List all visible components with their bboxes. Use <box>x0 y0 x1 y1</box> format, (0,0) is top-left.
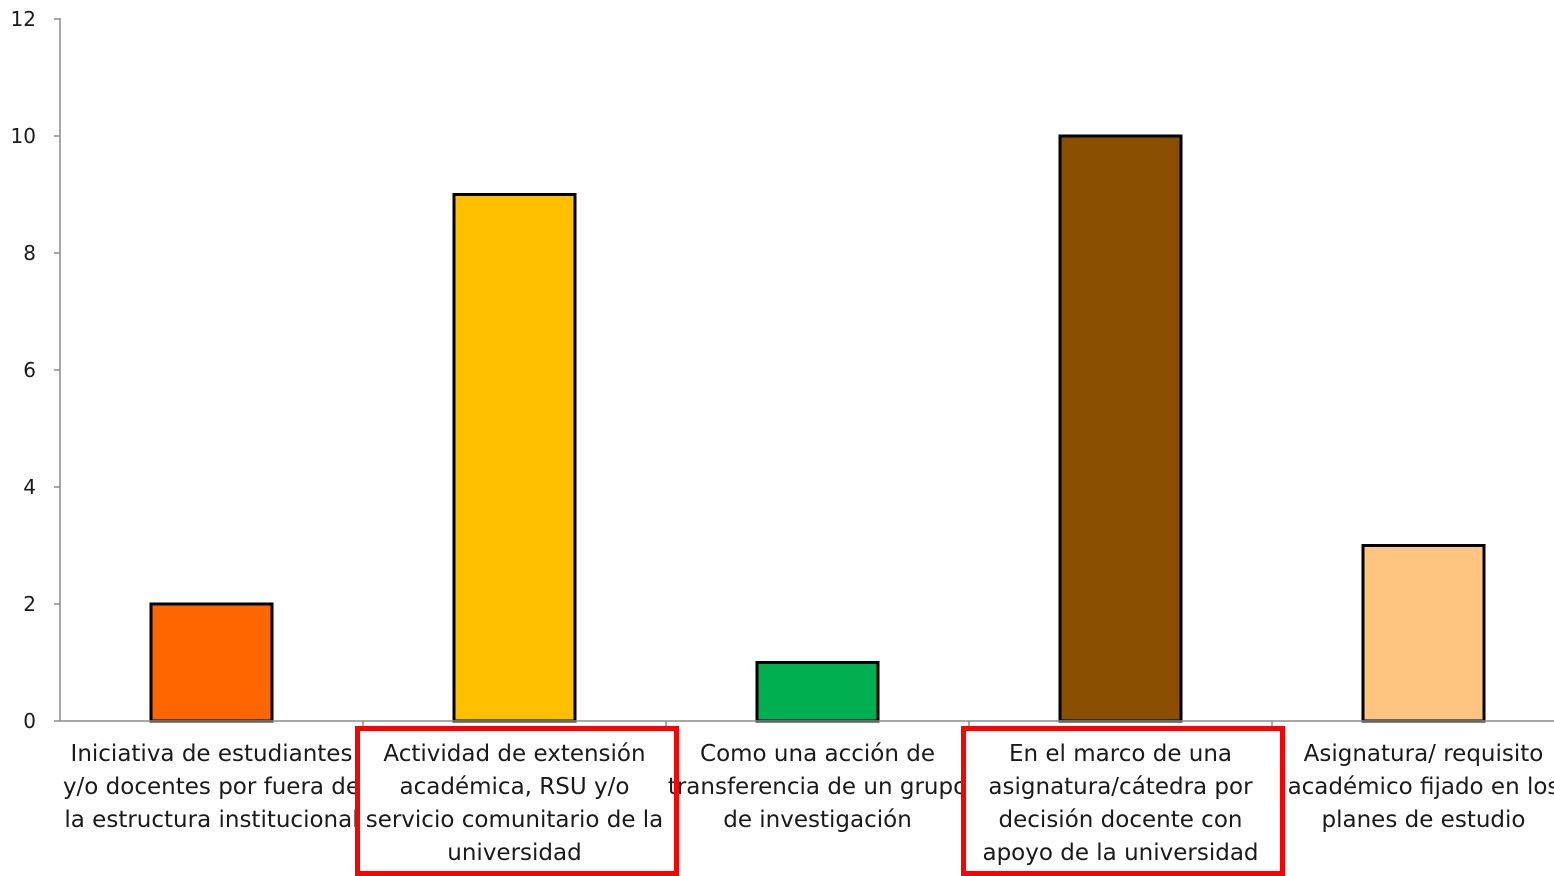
x-category-label-line: la estructura institucional <box>64 807 359 833</box>
bars <box>149 134 1486 723</box>
highlight-box <box>960 726 1285 876</box>
x-category-label-line: y/o docentes por fuera de <box>62 774 361 800</box>
highlight-box <box>354 726 679 876</box>
x-category-label: Como una acción de transferencia de un gr… <box>668 738 968 837</box>
x-category-label: Iniciativa de estudiantes y/o docentes po… <box>62 738 362 837</box>
x-category-label-line: universidad <box>447 840 582 866</box>
x-category-label-line: decisión docente con <box>998 807 1243 833</box>
y-tick-label: 10 <box>11 124 36 148</box>
x-category-label-line: apoyo de la universidad <box>982 840 1259 866</box>
x-category-label-line: Iniciativa de estudiantes <box>70 741 353 767</box>
y-tick-label: 6 <box>23 358 36 382</box>
y-tick-label: 2 <box>23 592 36 616</box>
x-category-label: En el marco de una asignatura/cátedra por… <box>971 738 1271 870</box>
x-category-label-line: Asignatura/ requisito <box>1303 741 1544 767</box>
x-category-label-line: académico fijado en los <box>1287 774 1554 800</box>
y-tick-label: 12 <box>11 7 36 31</box>
x-category-label-line: transferencia de un grupo <box>667 774 968 800</box>
y-tick-label: 4 <box>23 475 36 499</box>
x-category-label-line: servicio comunitario de la <box>365 807 664 833</box>
bar-4 <box>1058 134 1183 723</box>
y-tick-label: 8 <box>23 241 36 265</box>
bar-2 <box>452 193 577 723</box>
x-category-label-line: Actividad de extensión <box>383 741 646 767</box>
x-category-label-line: académica, RSU y/o <box>399 774 630 800</box>
x-category-label: Actividad de extensión académica, RSU y/o… <box>365 738 665 870</box>
x-category-label-line: Como una acción de <box>700 741 935 767</box>
bar-5 <box>1361 544 1486 723</box>
x-category-label-line: de investigación <box>723 807 912 833</box>
x-category-label-line: En el marco de una <box>1008 741 1233 767</box>
x-category-label-line: asignatura/cátedra por <box>988 774 1253 800</box>
y-axis-ticks: 0 2 4 6 8 10 12 <box>11 7 60 733</box>
y-tick-label: 0 <box>23 709 36 733</box>
x-category-label-line: planes de estudio <box>1321 807 1526 833</box>
bar-1 <box>149 602 274 723</box>
x-category-label: Asignatura/ requisito académico fijado en… <box>1274 738 1554 837</box>
bar-3 <box>755 661 880 723</box>
